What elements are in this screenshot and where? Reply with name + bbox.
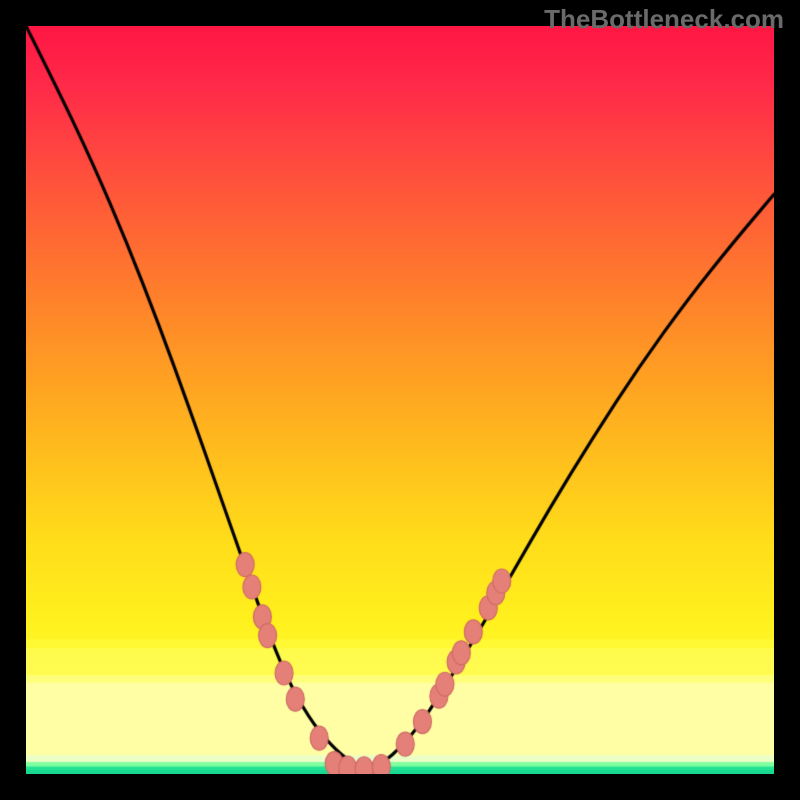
bottleneck-curve xyxy=(26,26,774,774)
watermark-text: TheBottleneck.com xyxy=(544,4,784,35)
chart-stage: TheBottleneck.com xyxy=(0,0,800,800)
plot-area xyxy=(26,26,774,774)
